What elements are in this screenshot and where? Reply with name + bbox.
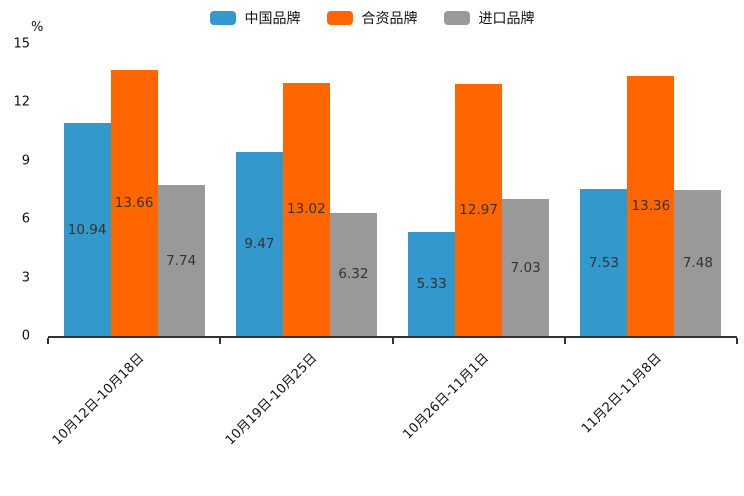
legend-swatch-icon (326, 11, 353, 25)
bar-value-label: 13.02 (287, 201, 326, 218)
bar-进口品牌: 7.74 (157, 185, 205, 336)
bar-value-label: 7.48 (682, 255, 713, 272)
bar-合资品牌: 12.97 (455, 83, 503, 336)
bar-group: 10.94 13.66 7.74 (48, 44, 220, 336)
legend-item[interactable]: 合资品牌 (326, 8, 418, 28)
legend-swatch-icon (209, 11, 236, 25)
bar-value-label: 13.36 (631, 197, 671, 214)
bar-中国品牌: 7.53 (580, 189, 628, 336)
legend-item-label: 合资品牌 (361, 11, 418, 27)
bar-中国品牌: 10.94 (63, 123, 111, 336)
x-axis-labels: 10月12日-10月18日 10月19日-10月25日 10月26日-11月1日 11… (48, 348, 737, 496)
bar-中国品牌: 9.47 (235, 151, 283, 336)
bar-group: 9.47 13.02 6.32 (220, 44, 392, 336)
y-axis-unit-label: % (31, 20, 44, 35)
legend-swatch-icon (443, 11, 470, 25)
x-tick-label: 10月19日-10月25日 (222, 350, 320, 449)
bar-value-label: 6.32 (338, 266, 369, 283)
y-tick-label: 0 (21, 328, 30, 344)
bar-进口品牌: 6.32 (329, 212, 377, 336)
bar-合资品牌: 13.66 (110, 70, 158, 336)
bar-合资品牌: 13.02 (282, 82, 330, 336)
x-axis-tick (47, 338, 49, 344)
bar-value-label: 10.94 (67, 221, 107, 238)
bar-进口品牌: 7.03 (502, 199, 550, 336)
y-tick-label: 9 (21, 153, 30, 169)
bar-value-label: 5.33 (416, 276, 447, 293)
bar-合资品牌: 13.36 (627, 75, 675, 336)
x-axis-tick (219, 338, 222, 344)
y-axis-labels: 0 3 6 9 12 15 (0, 38, 38, 343)
bar-value-label: 9.47 (244, 235, 275, 252)
legend-item-label: 进口品牌 (478, 11, 535, 27)
bar-value-label: 7.74 (166, 252, 197, 269)
y-tick-label: 15 (13, 36, 30, 52)
x-axis-tick (563, 338, 566, 344)
x-axis-tick (391, 338, 394, 344)
legend: 中国品牌 合资品牌 进口品牌 (0, 8, 744, 28)
y-tick-label: 3 (21, 270, 30, 286)
legend-item[interactable]: 进口品牌 (443, 8, 535, 28)
legend-item[interactable]: 中国品牌 (209, 8, 301, 28)
legend-item-label: 中国品牌 (244, 11, 301, 27)
y-tick-label: 12 (13, 94, 30, 110)
bar-value-label: 12.97 (459, 201, 498, 218)
bar-group: 5.33 12.97 7.03 (393, 44, 565, 336)
y-tick-label: 6 (21, 211, 30, 227)
x-axis-tick (736, 338, 738, 344)
bar-value-label: 7.03 (510, 259, 541, 276)
bar-中国品牌: 5.33 (408, 232, 456, 336)
x-tick-label: 10月26日-11月1日 (400, 350, 493, 443)
x-tick-label: 11月2日-11月8日 (578, 350, 665, 437)
bar-group: 7.53 13.36 7.48 (565, 44, 737, 336)
bar-value-label: 13.66 (114, 195, 154, 212)
bar-value-label: 7.53 (588, 254, 619, 271)
bar-进口品牌: 7.48 (674, 190, 722, 336)
x-tick-label: 10月12日-10月18日 (50, 350, 148, 449)
plot-area: 10.94 13.66 7.74 9.47 13.02 6.32 5.33 12.97 7.03… (47, 44, 738, 344)
